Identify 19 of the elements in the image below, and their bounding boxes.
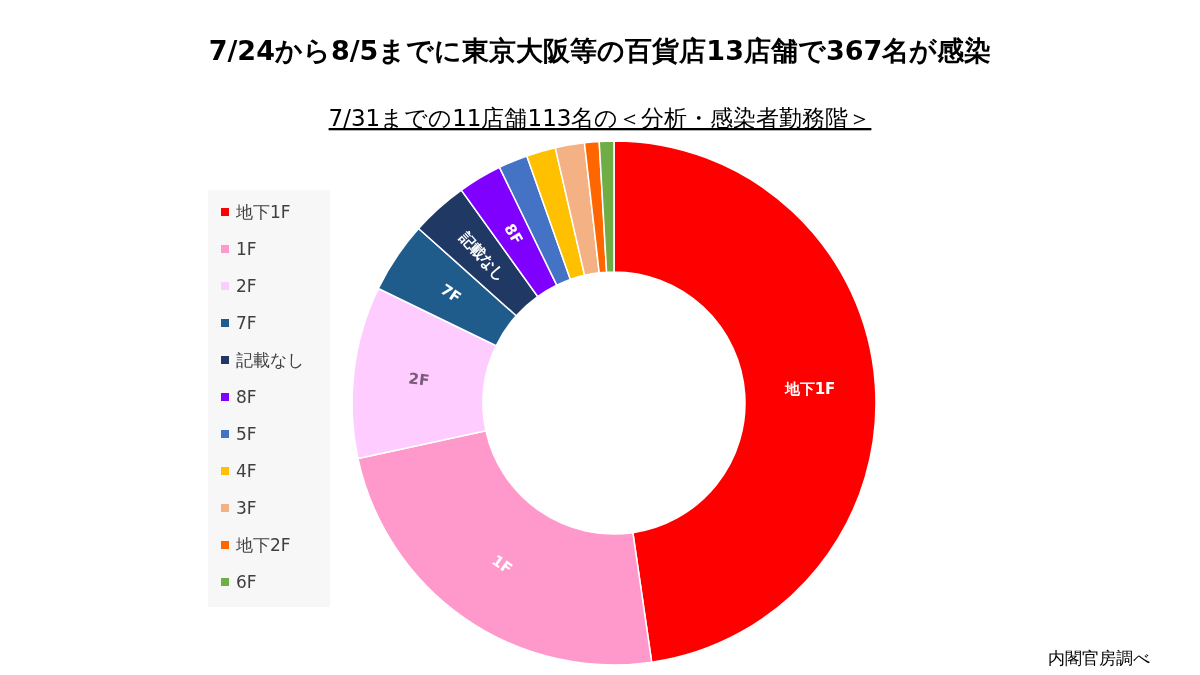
- slice-label: 2F: [407, 369, 431, 390]
- legend-label: 6F: [236, 572, 257, 592]
- legend-label: 5F: [236, 424, 257, 444]
- legend-label: 4F: [236, 461, 257, 481]
- slice-label: 1F: [488, 551, 516, 578]
- legend-label: 1F: [236, 239, 257, 259]
- chart-subtitle: 7/31までの11店舗113名の＜分析・感染者勤務階＞: [328, 105, 872, 131]
- slice-label: 地下1F: [783, 379, 836, 398]
- slice-label: 7F: [437, 280, 465, 307]
- legend-label: 7F: [236, 313, 257, 333]
- legend-label: 地下1F: [235, 202, 291, 222]
- legend-label: 2F: [236, 276, 257, 296]
- chart-title: 7/24から8/5までに東京大阪等の百貨店13店舗で367名が感染: [208, 35, 992, 66]
- legend-label: 8F: [236, 387, 257, 407]
- legend-label: 3F: [236, 498, 257, 518]
- legend-label: 地下2F: [235, 535, 291, 555]
- slice-label: 8F: [500, 220, 527, 248]
- text: 内閣官房調べ: [1048, 648, 1150, 668]
- legend-label: 記載なし: [236, 350, 304, 370]
